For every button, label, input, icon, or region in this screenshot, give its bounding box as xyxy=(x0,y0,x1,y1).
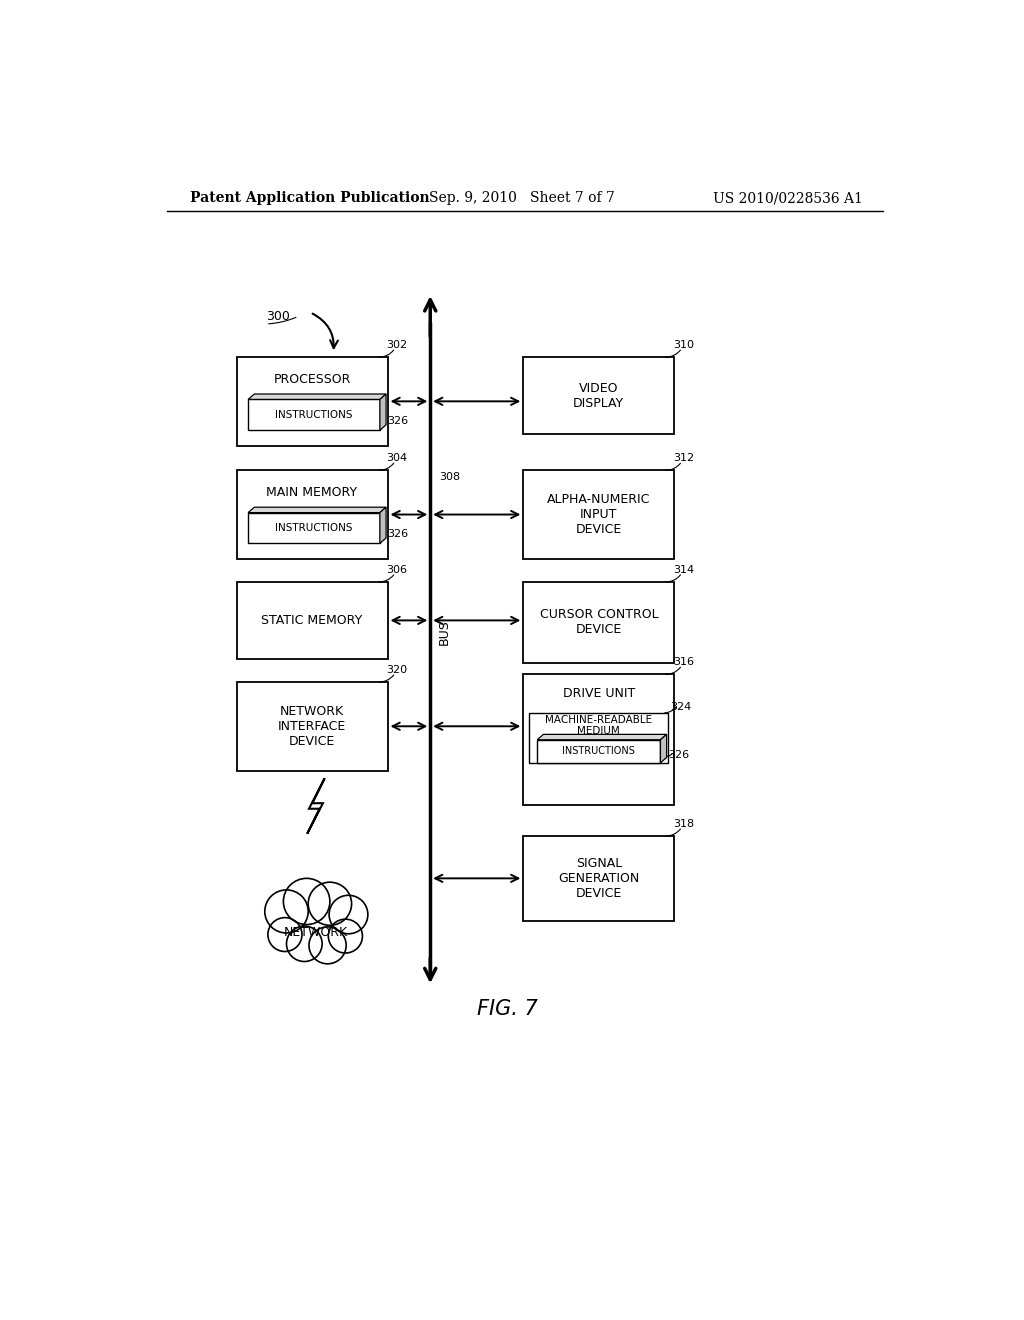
Text: VIDEO
DISPLAY: VIDEO DISPLAY xyxy=(573,381,625,409)
Ellipse shape xyxy=(265,902,367,956)
Bar xyxy=(237,358,388,446)
Text: FIG. 7: FIG. 7 xyxy=(477,999,539,1019)
Text: 320: 320 xyxy=(386,665,408,675)
Circle shape xyxy=(309,927,346,964)
Text: US 2010/0228536 A1: US 2010/0228536 A1 xyxy=(713,191,863,206)
Text: CURSOR CONTROL
DEVICE: CURSOR CONTROL DEVICE xyxy=(540,609,658,636)
Bar xyxy=(248,400,380,430)
Bar xyxy=(523,582,675,663)
Text: SIGNAL
GENERATION
DEVICE: SIGNAL GENERATION DEVICE xyxy=(558,857,639,900)
Circle shape xyxy=(308,882,351,925)
Bar xyxy=(237,582,388,659)
Text: STATIC MEMORY: STATIC MEMORY xyxy=(261,614,362,627)
Bar xyxy=(237,682,388,771)
Text: Patent Application Publication: Patent Application Publication xyxy=(190,191,430,206)
Polygon shape xyxy=(538,734,667,739)
Bar xyxy=(523,470,675,558)
Text: 312: 312 xyxy=(673,453,694,463)
Text: NETWORK: NETWORK xyxy=(284,925,348,939)
Text: NETWORK
INTERFACE
DEVICE: NETWORK INTERFACE DEVICE xyxy=(278,705,346,747)
Polygon shape xyxy=(248,507,386,512)
Polygon shape xyxy=(660,734,667,763)
Polygon shape xyxy=(380,507,386,544)
Circle shape xyxy=(284,878,330,924)
Text: DRIVE UNIT: DRIVE UNIT xyxy=(562,686,635,700)
Circle shape xyxy=(329,919,362,953)
Text: MAIN MEMORY: MAIN MEMORY xyxy=(266,486,357,499)
Text: 326: 326 xyxy=(669,750,689,760)
Polygon shape xyxy=(307,779,325,834)
Text: INSTRUCTIONS: INSTRUCTIONS xyxy=(275,523,352,533)
Circle shape xyxy=(287,927,323,961)
Text: 304: 304 xyxy=(386,453,408,463)
Text: 316: 316 xyxy=(673,657,694,667)
Text: 306: 306 xyxy=(386,565,408,574)
Text: 326: 326 xyxy=(388,529,409,540)
Text: 314: 314 xyxy=(673,565,694,574)
Text: 326: 326 xyxy=(388,416,409,426)
Polygon shape xyxy=(248,395,386,400)
Bar xyxy=(523,675,675,805)
Bar xyxy=(529,713,669,763)
Circle shape xyxy=(265,890,308,933)
Text: Sep. 9, 2010   Sheet 7 of 7: Sep. 9, 2010 Sheet 7 of 7 xyxy=(429,191,614,206)
Text: 302: 302 xyxy=(386,339,408,350)
Text: 310: 310 xyxy=(673,339,694,350)
Circle shape xyxy=(329,895,368,933)
Text: 300: 300 xyxy=(266,310,290,323)
Text: BUS: BUS xyxy=(438,619,451,645)
Text: 324: 324 xyxy=(671,702,692,711)
Bar xyxy=(523,358,675,434)
Text: MACHINE-READABLE
MEDIUM: MACHINE-READABLE MEDIUM xyxy=(545,714,652,737)
Bar xyxy=(538,739,660,763)
Bar xyxy=(248,512,380,544)
Text: INSTRUCTIONS: INSTRUCTIONS xyxy=(275,409,352,420)
Text: PROCESSOR: PROCESSOR xyxy=(273,372,351,385)
Bar xyxy=(523,836,675,921)
Text: INSTRUCTIONS: INSTRUCTIONS xyxy=(562,746,635,756)
Bar xyxy=(237,470,388,558)
Text: 318: 318 xyxy=(673,818,694,829)
Text: 308: 308 xyxy=(439,473,461,482)
Polygon shape xyxy=(380,395,386,430)
Text: ALPHA-NUMERIC
INPUT
DEVICE: ALPHA-NUMERIC INPUT DEVICE xyxy=(547,494,650,536)
Circle shape xyxy=(268,917,302,952)
